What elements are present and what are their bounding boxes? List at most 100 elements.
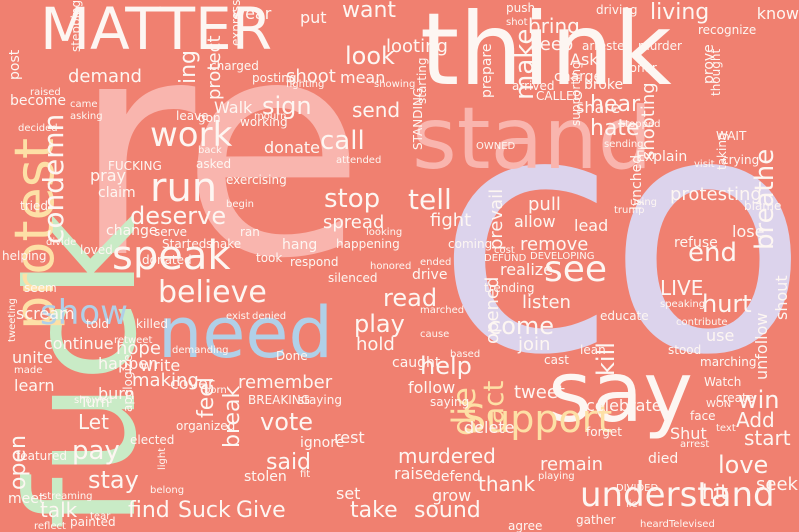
word: stepping: [69, 0, 83, 53]
word: stand: [412, 89, 653, 189]
word: fit: [300, 469, 311, 480]
word: stopped: [620, 119, 661, 130]
word: demanding: [172, 345, 229, 356]
word: Watch: [704, 375, 742, 389]
word: murder: [638, 39, 682, 53]
word: seek: [756, 474, 798, 495]
word: contribute: [676, 317, 728, 328]
word: join: [518, 334, 551, 355]
word: Explain: [636, 149, 688, 165]
word: gather: [576, 513, 616, 527]
word: Ask: [570, 50, 599, 69]
word: create: [716, 391, 755, 405]
word: marching: [700, 355, 757, 369]
word: begin: [226, 199, 254, 210]
word: become: [10, 93, 67, 109]
word: MATTER: [40, 0, 272, 63]
word: come: [488, 312, 555, 340]
word: back: [198, 145, 222, 156]
word: demand: [68, 66, 142, 87]
word: meet: [8, 491, 45, 507]
word: Let: [78, 410, 109, 434]
word: streaming: [42, 491, 93, 502]
word: stood: [668, 343, 702, 357]
word: shout: [772, 275, 791, 320]
word: leave: [176, 109, 209, 123]
word: co: [435, 43, 799, 427]
word: hang: [282, 237, 318, 253]
word: speaking: [660, 299, 706, 310]
word: face: [690, 409, 716, 423]
word: posting: [252, 71, 297, 85]
word: push: [506, 1, 536, 15]
word: educate: [600, 309, 649, 323]
word: gon: [198, 111, 221, 125]
word: apologize: [121, 354, 135, 412]
word: hate: [590, 116, 640, 141]
word: Support: [462, 397, 613, 441]
word: murdered: [398, 444, 496, 468]
word: attended: [336, 155, 382, 166]
word: donated: [142, 253, 192, 267]
word: playing: [538, 471, 575, 482]
word: think: [420, 0, 672, 108]
word: pull: [528, 194, 561, 215]
word: remember: [238, 372, 333, 393]
word: lead: [574, 216, 609, 235]
word: saying: [430, 395, 470, 409]
word: Turn: [80, 395, 110, 411]
word: DIVIDED: [616, 483, 659, 494]
word: cast: [544, 353, 569, 367]
word: elected: [130, 433, 175, 447]
word: thank: [478, 472, 536, 496]
word: raised: [30, 87, 61, 98]
word: speak: [112, 233, 231, 279]
word: staying: [298, 393, 342, 407]
word: charge: [554, 69, 603, 85]
word: call: [320, 126, 365, 156]
word: LIVE: [660, 276, 704, 300]
word: asked: [196, 157, 232, 171]
word: visit: [694, 159, 715, 170]
word: marched: [420, 305, 465, 316]
word: crying: [722, 153, 760, 167]
word: hold: [356, 334, 395, 355]
word: died: [648, 451, 679, 467]
word: start: [744, 426, 791, 450]
word: showing: [374, 79, 416, 90]
word: hope: [116, 338, 161, 359]
word: thought: [709, 48, 723, 96]
word: prepare: [479, 43, 495, 98]
word: end: [688, 238, 737, 268]
word: set: [336, 484, 361, 503]
word: ended: [420, 257, 452, 268]
word: allow: [514, 212, 556, 231]
word: respond: [290, 255, 339, 269]
word: making: [132, 370, 199, 391]
word: DEFUND: [484, 253, 527, 264]
word: win: [738, 386, 780, 414]
word: charged: [210, 59, 259, 73]
word: say: [548, 343, 693, 441]
word: write: [140, 356, 181, 375]
word: take: [350, 498, 398, 523]
word: pay: [72, 436, 120, 466]
word: deserve: [130, 202, 227, 230]
word: born: [204, 385, 227, 396]
word: lie: [626, 499, 638, 510]
word: run: [150, 165, 218, 211]
word: sound: [414, 498, 481, 523]
word: reflect: [34, 521, 66, 532]
word: help: [420, 352, 472, 380]
word: happening: [336, 237, 400, 251]
word: bring: [528, 14, 580, 38]
word: said: [266, 450, 312, 475]
word: looting: [386, 36, 448, 57]
word: hurt: [702, 290, 752, 318]
word: made: [14, 365, 43, 376]
word: mourn: [254, 111, 287, 122]
word: realize: [500, 260, 554, 279]
word: forget: [586, 425, 622, 439]
word: CALLED: [536, 89, 583, 103]
word: talk: [40, 498, 78, 522]
